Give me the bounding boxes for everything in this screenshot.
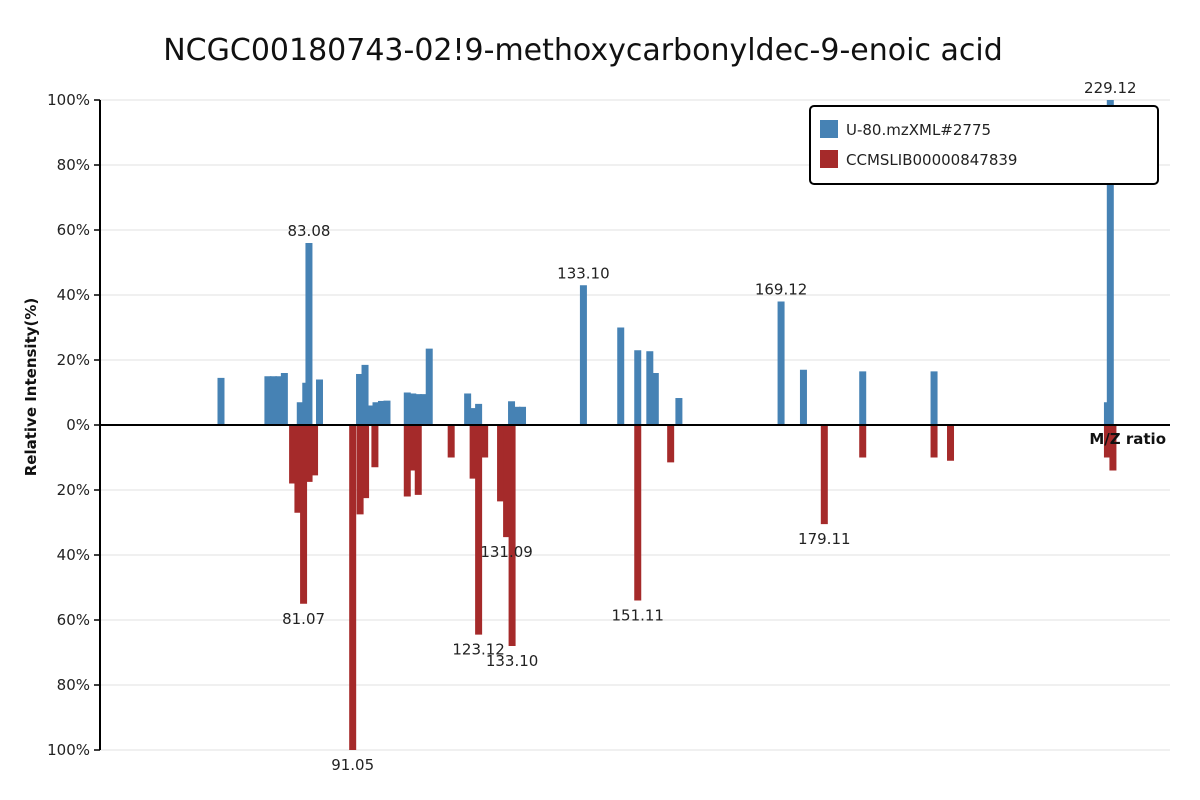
peak-bar-top <box>464 393 472 425</box>
bottom-spectrum-bars <box>289 425 1117 750</box>
peak-label-top: 83.08 <box>287 222 330 240</box>
peak-bar-top <box>356 373 364 425</box>
peak-bar-bottom <box>1109 425 1117 471</box>
peak-bar-bottom <box>362 425 370 499</box>
peak-bar-bottom <box>311 425 319 476</box>
peak-bar-top <box>646 351 654 425</box>
peak-label-bottom: 151.11 <box>611 607 664 625</box>
y-tick-label: 100% <box>47 91 90 109</box>
peak-bar-top <box>634 350 642 425</box>
y-tick-label: 40% <box>57 546 90 564</box>
y-tick-label: 80% <box>57 156 90 174</box>
top-spectrum-bars <box>217 100 1114 425</box>
peak-bar-bottom <box>930 425 938 458</box>
peak-bar-top <box>403 392 411 425</box>
peak-bar-top <box>414 394 422 425</box>
chart-title: NCGC00180743-02!9-methoxycarbonyldec-9-e… <box>163 33 1003 68</box>
peak-label-top: 133.10 <box>557 264 610 282</box>
peak-bar-top <box>1106 100 1114 425</box>
peak-bar-top <box>377 400 385 425</box>
peak-bar-bottom <box>503 425 511 538</box>
peak-bar-bottom <box>371 425 379 468</box>
peak-label-bottom: 123.12 <box>452 641 505 659</box>
peak-bar-top <box>420 394 428 425</box>
peak-bar-top <box>651 373 659 425</box>
peak-bar-top <box>305 243 313 425</box>
peak-bar-bottom <box>356 425 364 515</box>
peak-bar-bottom <box>475 425 483 635</box>
peak-bar-top <box>469 408 477 425</box>
peak-label-bottom: 133.10 <box>486 652 539 670</box>
y-tick-label: 80% <box>57 676 90 694</box>
peak-bar-top <box>799 369 807 425</box>
y-tick-label: 20% <box>57 351 90 369</box>
peak-bar-top <box>217 377 225 425</box>
legend: U-80.mzXML#2775 CCMSLIB00000847839 <box>809 105 1159 185</box>
peak-bar-bottom <box>349 425 357 750</box>
peak-label-top: 169.12 <box>755 281 808 299</box>
y-tick-label: 60% <box>57 611 90 629</box>
peak-bar-bottom <box>667 425 675 463</box>
legend-swatch-bottom <box>820 150 838 168</box>
peak-bar-bottom <box>289 425 297 484</box>
peak-bar-bottom <box>481 425 489 458</box>
peak-bar-bottom <box>497 425 505 502</box>
peak-bar-top <box>930 371 938 425</box>
peak-bar-top <box>275 376 283 425</box>
y-tick-label: 0% <box>66 416 90 434</box>
legend-frame <box>809 105 1159 185</box>
peak-bar-bottom <box>300 425 308 604</box>
peak-bar-bottom <box>947 425 955 461</box>
peak-bar-bottom <box>634 425 642 601</box>
peak-label-bottom: 179.11 <box>798 530 851 548</box>
legend-label-bottom: CCMSLIB00000847839 <box>846 151 1017 169</box>
peak-bar-top <box>269 376 277 425</box>
y-tick-label: 100% <box>47 741 90 759</box>
peak-bar-bottom <box>447 425 455 458</box>
legend-label-top: U-80.mzXML#2775 <box>846 121 991 139</box>
peak-bar-top <box>859 371 867 425</box>
legend-swatch-top <box>820 120 838 138</box>
peak-bar-bottom <box>1103 425 1111 458</box>
peak-bar-bottom <box>403 425 411 497</box>
peak-bar-bottom <box>820 425 828 525</box>
peak-bar-top <box>409 393 417 425</box>
peak-label-bottom: 91.05 <box>331 756 374 774</box>
peak-bar-top <box>425 348 433 425</box>
peak-bar-top <box>579 285 587 425</box>
peak-label-top: 229.12 <box>1084 79 1137 97</box>
peak-bar-top <box>777 301 785 425</box>
peak-bar-top <box>513 406 521 425</box>
peak-bar-top <box>519 406 527 425</box>
peak-bar-bottom <box>859 425 867 458</box>
y-axis-ticks: 100% 80% 60% 40% 20% 0% 20% 40% 60% 80% 100% <box>47 91 100 759</box>
peak-bar-top <box>264 376 272 425</box>
y-tick-label: 40% <box>57 286 90 304</box>
y-tick-label: 20% <box>57 481 90 499</box>
peak-bar-bottom <box>469 425 477 479</box>
peak-bar-top <box>383 400 391 425</box>
y-tick-label: 60% <box>57 221 90 239</box>
peak-bar-top <box>675 398 683 425</box>
peak-bar-top <box>617 327 625 425</box>
peak-bar-bottom <box>409 425 417 471</box>
peak-bar-top <box>475 403 483 425</box>
peak-labels: 83.08133.10169.12229.1281.0791.05123.121… <box>282 79 1136 774</box>
y-axis-title: Relative Intensity(%) <box>22 298 40 477</box>
peak-bar-bottom <box>305 425 313 482</box>
peak-bar-top <box>367 405 375 425</box>
x-axis-title: M/Z ratio <box>1089 430 1166 448</box>
peak-label-bottom: 131.09 <box>480 543 533 561</box>
peak-bar-top <box>508 401 516 425</box>
peak-bar-top <box>361 364 369 425</box>
peak-bar-bottom <box>508 425 516 646</box>
peak-bar-bottom <box>414 425 422 495</box>
peak-label-bottom: 81.07 <box>282 610 325 628</box>
peak-bar-top <box>372 402 380 425</box>
peak-bar-top <box>296 402 304 425</box>
peak-bar-bottom <box>294 425 302 513</box>
peak-bar-top <box>280 373 288 425</box>
peak-bar-top <box>315 379 323 425</box>
